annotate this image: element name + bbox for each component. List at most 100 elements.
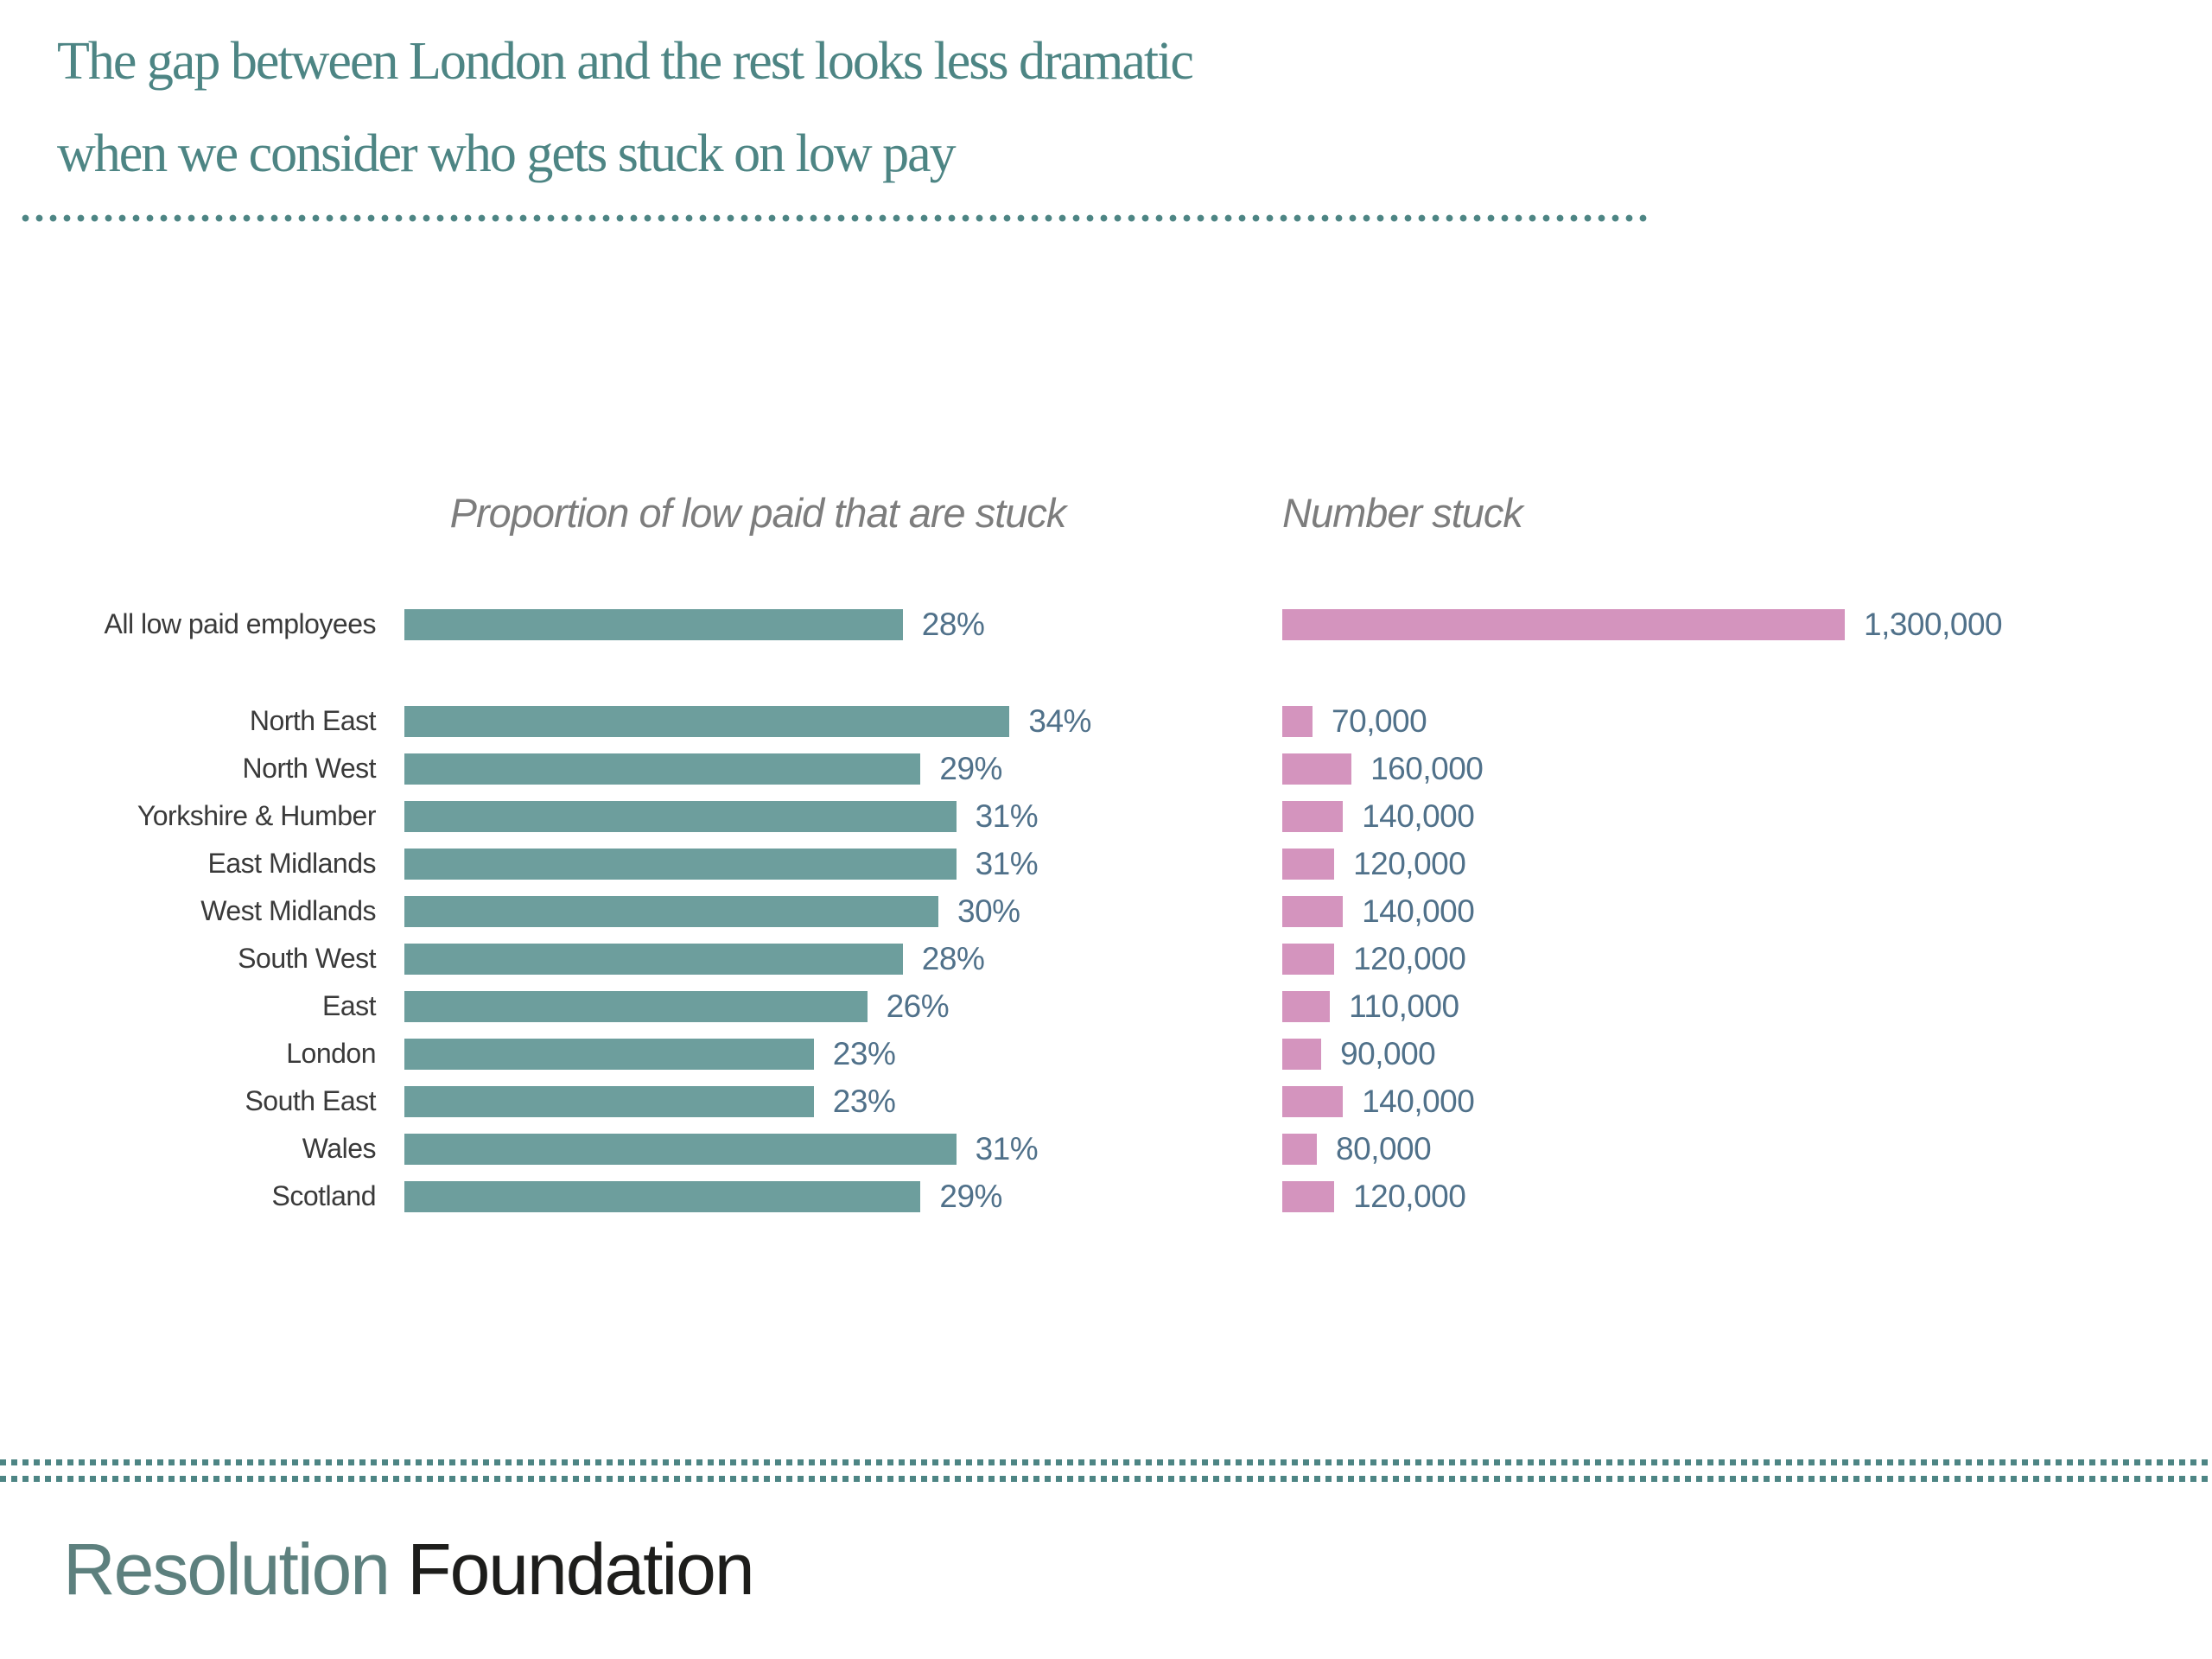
proportion-plot: 34% [404,703,1282,740]
logo-word-foundation: Foundation [407,1529,754,1610]
number-bar [1282,1085,1344,1117]
category-label: North East [249,705,377,736]
slide-title-line2: when we consider who gets stuck on low p… [57,124,957,183]
number-plot: 120,000 [1282,941,2212,977]
chart-row: East 26% 110,000 [0,982,2212,1030]
number-plot: 90,000 [1282,1036,2212,1072]
proportion-value-label: 34% [1028,702,1091,739]
proportion-value-label: 28% [921,940,985,976]
proportion-plot: 28% [404,941,1282,977]
proportion-value-label: 28% [921,606,985,642]
number-plot: 140,000 [1282,893,2212,930]
chart-rows: All low paid employees 28% 1,300,000 Nor… [0,601,2212,1220]
chart-row: Wales 31% 80,000 [0,1125,2212,1173]
category-label: Yorkshire & Humber [137,800,377,831]
number-bar [1282,1038,1322,1070]
logo-word-resolution: Resolution [63,1529,391,1610]
number-plot: 140,000 [1282,1084,2212,1120]
slide-title-line1: The gap between London and the rest look… [57,32,1194,91]
number-plot: 160,000 [1282,751,2212,787]
number-value-label: 160,000 [1370,750,1484,786]
number-value-label: 90,000 [1340,1035,1436,1071]
chart-row: Scotland 29% 120,000 [0,1173,2212,1220]
proportion-bar [404,753,921,785]
proportion-bar [404,608,903,640]
number-plot: 120,000 [1282,1179,2212,1215]
proportion-bar [404,1085,814,1117]
category-label: East Midlands [207,848,377,879]
proportion-bar [404,895,938,927]
number-bar [1282,943,1335,975]
proportion-bar [404,848,957,880]
proportion-value-label: 26% [886,988,950,1024]
chart-row: South East 23% 140,000 [0,1077,2212,1125]
number-bar [1282,1133,1318,1165]
proportion-value-label: 31% [975,1130,1039,1166]
number-plot: 70,000 [1282,703,2212,740]
number-plot: 80,000 [1282,1131,2212,1167]
left-chart-title: Proportion of low paid that are stuck [449,490,1067,536]
right-chart-title: Number stuck [1282,490,1523,536]
number-plot: 110,000 [1282,988,2212,1025]
number-value-label: 120,000 [1353,845,1466,881]
number-value-label: 80,000 [1336,1130,1432,1166]
proportion-plot: 31% [404,846,1282,882]
number-value-label: 1,300,000 [1864,606,2003,642]
category-label: Scotland [271,1180,376,1211]
proportion-bar [404,1038,814,1070]
number-value-label: 120,000 [1353,1178,1466,1214]
number-bar [1282,705,1313,737]
proportion-bar [404,705,1010,737]
number-bar [1282,895,1344,927]
number-bar [1282,800,1344,832]
proportion-value-label: 31% [975,845,1039,881]
proportion-value-label: 23% [832,1035,896,1071]
category-label: South West [238,943,376,974]
number-value-label: 140,000 [1362,1083,1475,1119]
chart-row: Yorkshire & Humber 31% 140,000 [0,792,2212,840]
proportion-bar [404,990,868,1022]
chart-row: All low paid employees 28% 1,300,000 [0,601,2212,648]
category-label: North West [242,753,377,784]
proportion-plot: 31% [404,1131,1282,1167]
number-bar [1282,1180,1335,1212]
chart-row: London 23% 90,000 [0,1030,2212,1077]
number-plot: 120,000 [1282,846,2212,882]
proportion-bar [404,800,957,832]
proportion-plot: 26% [404,988,1282,1025]
chart-row: South West 28% 120,000 [0,935,2212,982]
proportion-value-label: 23% [832,1083,896,1119]
proportion-plot: 29% [404,1179,1282,1215]
number-bar [1282,990,1331,1022]
category-label: Wales [302,1133,377,1164]
proportion-bar [404,943,903,975]
chart-row: North East 34% 70,000 [0,697,2212,745]
proportion-plot: 23% [404,1084,1282,1120]
category-label: London [286,1038,376,1069]
proportion-plot: 30% [404,893,1282,930]
number-plot: 1,300,000 [1282,607,2212,643]
proportion-bar [404,1180,921,1212]
footer-dotted-rule-top [0,1459,2212,1465]
proportion-value-label: 30% [957,893,1020,929]
category-label: West Midlands [200,895,376,926]
footer-dotted-rule-bottom [0,1476,2212,1482]
proportion-value-label: 29% [939,750,1002,786]
chart-row: West Midlands 30% 140,000 [0,887,2212,935]
proportion-plot: 29% [404,751,1282,787]
category-label: South East [245,1085,376,1116]
chart-row: North West 29% 160,000 [0,745,2212,792]
row-spacer [0,648,2212,697]
title-dotted-rule [22,214,1653,223]
number-bar [1282,608,1845,640]
number-value-label: 120,000 [1353,940,1466,976]
number-bar [1282,753,1352,785]
proportion-plot: 28% [404,607,1282,643]
number-plot: 140,000 [1282,798,2212,835]
number-bar [1282,848,1335,880]
resolution-foundation-logo: Resolution Foundation [63,1528,755,1611]
number-value-label: 70,000 [1332,702,1427,739]
proportion-plot: 31% [404,798,1282,835]
number-value-label: 140,000 [1362,798,1475,834]
